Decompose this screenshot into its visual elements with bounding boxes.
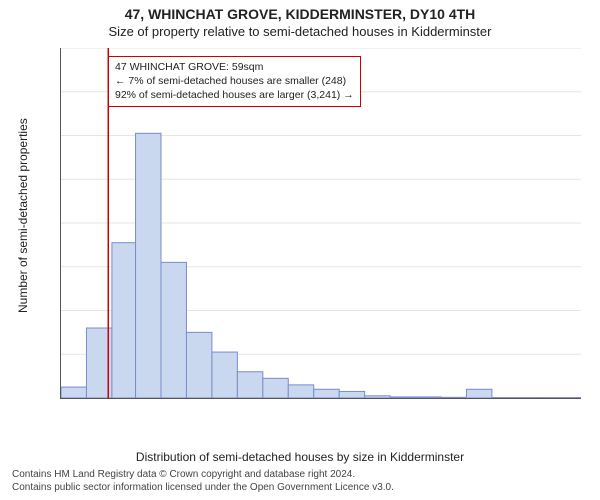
bar — [212, 352, 237, 398]
annotation-box: 47 WHINCHAT GROVE: 59sqm ← 7% of semi-de… — [108, 56, 361, 107]
bar — [339, 391, 364, 398]
bar — [390, 397, 415, 398]
bar — [314, 389, 339, 398]
bar — [61, 387, 86, 398]
annotation-line2: ← 7% of semi-detached houses are smaller… — [115, 74, 354, 88]
y-axis-label: Number of semi-detached properties — [16, 118, 30, 313]
bar — [186, 332, 211, 398]
footer-line2: Contains public sector information licen… — [12, 481, 600, 494]
bar — [263, 378, 288, 398]
bar — [365, 396, 390, 398]
annotation-line3: 92% of semi-detached houses are larger (… — [115, 88, 354, 102]
bar — [466, 389, 491, 398]
x-axis-label: Distribution of semi-detached houses by … — [0, 450, 600, 464]
bar — [441, 397, 466, 398]
bar — [237, 372, 262, 398]
bar — [136, 133, 161, 398]
bar — [161, 262, 186, 398]
bar — [416, 397, 441, 398]
annotation-line1: 47 WHINCHAT GROVE: 59sqm — [115, 60, 354, 74]
footer-line1: Contains HM Land Registry data © Crown c… — [12, 468, 600, 481]
page-subtitle: Size of property relative to semi-detach… — [0, 24, 600, 39]
bar — [288, 385, 313, 398]
footer: Contains HM Land Registry data © Crown c… — [12, 468, 600, 494]
bar — [112, 243, 136, 398]
page-title: 47, WHINCHAT GROVE, KIDDERMINSTER, DY10 … — [0, 6, 600, 22]
